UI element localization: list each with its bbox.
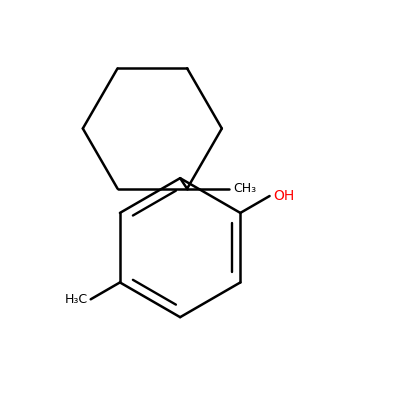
Text: CH₃: CH₃ — [233, 182, 256, 195]
Text: OH: OH — [273, 189, 294, 203]
Text: H₃C: H₃C — [64, 293, 88, 306]
